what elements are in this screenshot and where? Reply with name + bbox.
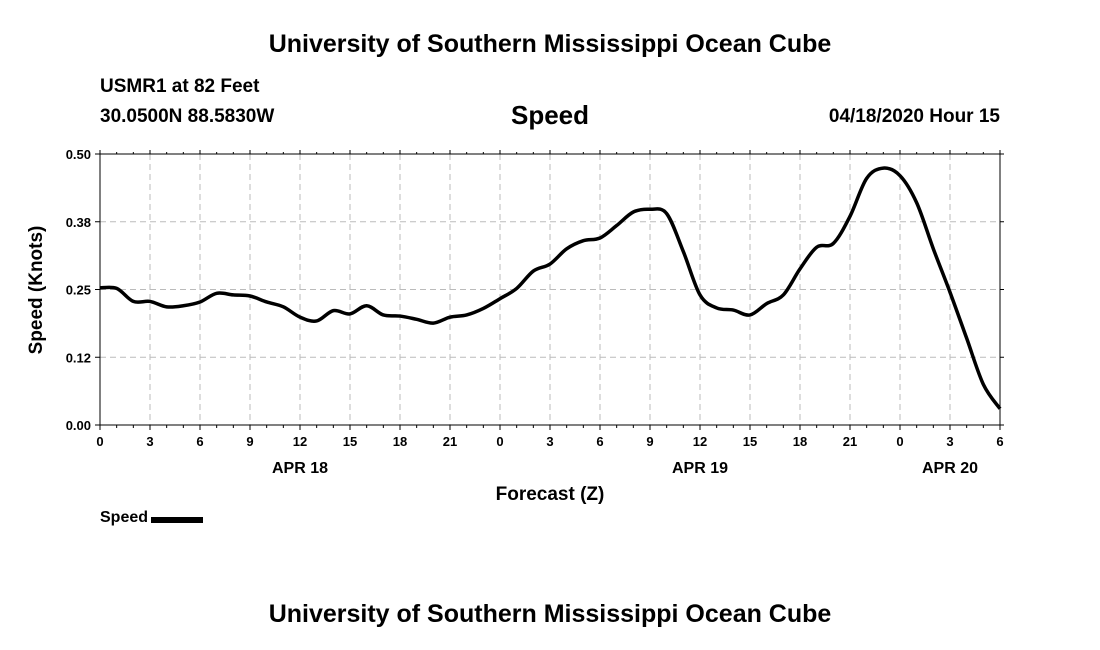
x-tick-label: 18 — [793, 434, 807, 449]
x-tick-label: 3 — [546, 434, 553, 449]
y-tick-label: 0.38 — [66, 215, 91, 230]
y-tick-label: 0.00 — [66, 418, 91, 433]
y-tick-label: 0.12 — [66, 350, 91, 365]
footer-title: University of Southern Mississippi Ocean… — [268, 600, 832, 628]
x-tick-label: 3 — [146, 434, 153, 449]
chart-title: University of Southern Mississippi Ocean… — [268, 30, 832, 58]
date-label: APR 18 — [272, 460, 328, 477]
y-tick-label: 0.50 — [66, 147, 91, 162]
x-tick-label: 12 — [693, 434, 707, 449]
x-tick-label: 15 — [743, 434, 757, 449]
legend-label: Speed — [100, 509, 149, 526]
x-tick-label: 0 — [96, 434, 103, 449]
coordinates-label: 30.0500N 88.5830W — [100, 106, 275, 127]
station-label: USMR1 at 82 Feet — [100, 76, 260, 97]
legend: Speed — [100, 509, 204, 527]
x-tick-label: 12 — [293, 434, 307, 449]
legend-line-swatch — [151, 517, 204, 523]
y-tick-label: 0.25 — [66, 283, 91, 298]
issued-time-label: 04/18/2020 Hour 15 — [828, 106, 1000, 127]
x-tick-label: 6 — [596, 434, 603, 449]
speed-series-line — [99, 166, 1002, 410]
x-tick-label: 15 — [343, 434, 357, 449]
y-axis-label: Speed (Knots) — [26, 226, 47, 355]
parameter-title: Speed — [510, 100, 590, 130]
date-label: APR 20 — [922, 460, 978, 477]
date-label: APR 19 — [672, 460, 728, 477]
x-tick-label: 6 — [996, 434, 1003, 449]
x-tick-label: 0 — [896, 434, 903, 449]
x-tick-label: 18 — [393, 434, 407, 449]
x-tick-label: 21 — [843, 434, 857, 449]
axis-ticks: 0 3 6 9 12 15 18 21 0 3 6 9 12 15 18 21 0 3 6 0.00 0.12 0.25 0… — [66, 147, 1004, 449]
x-tick-label: 6 — [196, 434, 203, 449]
x-tick-label: 9 — [246, 434, 253, 449]
x-tick-label: 0 — [496, 434, 503, 449]
x-tick-label: 9 — [646, 434, 653, 449]
x-axis-label: Forecast (Z) — [496, 484, 605, 505]
x-tick-label: 3 — [946, 434, 953, 449]
x-tick-label: 21 — [443, 434, 457, 449]
grid — [100, 154, 1000, 425]
